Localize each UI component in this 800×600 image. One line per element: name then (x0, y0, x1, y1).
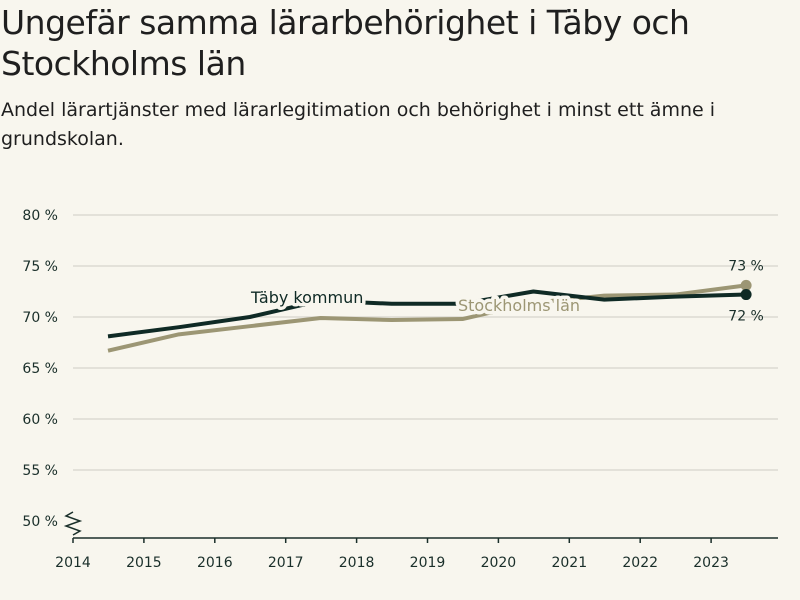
series-lines (107, 283, 747, 353)
x-axis: 2014 2015 2016 2017 2018 2019 2020 2021 2022 2023 (55, 537, 778, 571)
end-marker-taby (740, 289, 752, 301)
end-label-taby: 72 % (728, 309, 764, 325)
series-line-stockholm (107, 283, 747, 353)
y-tick-label: 65 % (22, 361, 58, 377)
y-tick-label: 60 % (22, 412, 58, 428)
x-tick-label: 2019 (410, 555, 446, 571)
x-tick-label: 2023 (693, 555, 729, 571)
series-label-taby: Täby kommun (250, 288, 363, 307)
chart-title: Ungefär samma lärarbehörighet i Täby och… (1, 3, 690, 83)
x-tick-label: 2018 (339, 555, 375, 571)
axis-break-icon (63, 511, 83, 536)
gridlines (63, 214, 778, 536)
y-tick-label: 70 % (22, 310, 58, 326)
x-tick-label: 2017 (268, 555, 304, 571)
x-tick-label: 2014 (55, 555, 91, 571)
end-marker-stockholm (740, 279, 752, 291)
y-tick-label: 55 % (22, 463, 58, 479)
x-tick-label: 2022 (622, 555, 658, 571)
y-tick-label: 80 % (22, 208, 58, 224)
x-tick-label: 2020 (481, 555, 517, 571)
series-labels: Täby kommun Stockholms län 73 % 72 % (247, 258, 764, 325)
end-label-stockholm: 73 % (728, 258, 764, 274)
x-tick-label: 2016 (197, 555, 233, 571)
x-tick-label: 2015 (126, 555, 162, 571)
y-tick-label: 50 % (22, 514, 58, 530)
y-tick-labels: 50 % 55 % 60 % 65 % 70 % 75 % 80 % (22, 208, 58, 530)
chart-subtitle: Andel lärartjänster med lärarlegitimatio… (1, 99, 716, 150)
series-line-taby (107, 289, 747, 339)
series-label-stockholm: Stockholms län (458, 296, 580, 315)
x-tick-label: 2021 (551, 555, 587, 571)
y-tick-label: 75 % (22, 259, 58, 275)
